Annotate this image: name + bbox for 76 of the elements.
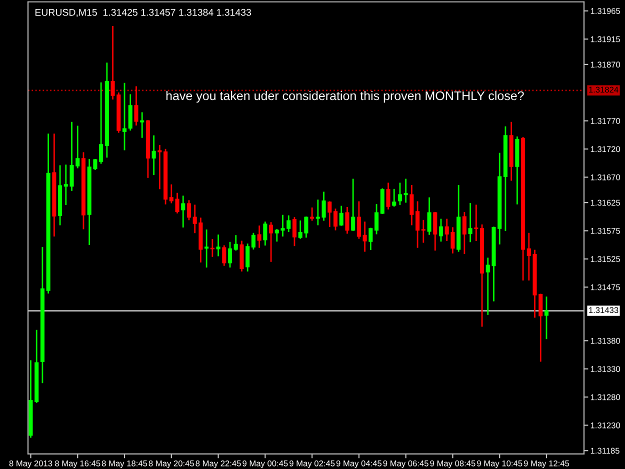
candlestick [204, 229, 209, 268]
candlestick [234, 235, 238, 251]
y-tick-label: 1.31230 [590, 422, 620, 428]
y-tick-label: 1.31280 [590, 394, 620, 400]
candlestick [362, 222, 367, 252]
candlestick [374, 204, 379, 234]
candlestick [544, 296, 549, 340]
candlestick [474, 204, 478, 242]
y-tick-label: 1.31475 [590, 284, 620, 290]
text: EURUSD,M15 1.31425 1.31457 1.31384 1.31433 [35, 8, 251, 17]
candlestick [462, 212, 466, 254]
candlestick [152, 135, 156, 176]
candlestick [269, 222, 274, 262]
candlestick [416, 201, 420, 248]
candlestick [99, 82, 104, 164]
candlestick [292, 217, 297, 246]
y-tick-label: 1.31575 [590, 228, 620, 234]
x-tick-label: 9 May 06:45 [383, 460, 428, 468]
candlestick [468, 203, 472, 242]
y-tick-label: 1.31720 [590, 146, 620, 152]
x-tick-label: 9 May 04:45 [336, 460, 382, 468]
x-tick-label: 8 May 2013 [9, 460, 52, 468]
candlestick [433, 212, 438, 251]
candlestick [251, 232, 256, 250]
candlestick [368, 228, 373, 250]
candlestick [246, 244, 250, 272]
candlestick [228, 242, 232, 268]
candlestick [222, 245, 226, 266]
x-tick-label: 8 May 22:45 [196, 460, 241, 468]
candlestick [240, 240, 244, 272]
candlestick [404, 178, 408, 203]
candlestick [398, 182, 402, 205]
candlestick [438, 218, 444, 242]
x-tick-label: 9 May 10:45 [477, 460, 522, 468]
y-tick-label: 1.31625 [590, 200, 620, 206]
candlestick [140, 112, 144, 138]
candlestick [339, 206, 344, 226]
candlestick [134, 86, 138, 126]
candlestick [356, 201, 361, 239]
x-tick-label: 8 May 16:45 [55, 460, 100, 468]
candlestick [310, 208, 314, 221]
y-tick-label: 1.31670 [590, 174, 620, 180]
candlestick [380, 188, 384, 214]
candlestick [392, 188, 396, 207]
candlestick [351, 178, 356, 231]
ref-line-label: 1.31433 [589, 307, 618, 314]
y-tick-label: 1.31770 [590, 118, 620, 124]
candlestick [186, 200, 192, 220]
candlestick [128, 94, 132, 131]
x-tick-label: 8 May 20:45 [148, 460, 194, 468]
candlestick [345, 206, 350, 234]
y-tick-label: 1.31525 [590, 256, 620, 262]
y-tick-label: 1.31870 [590, 62, 620, 68]
x-tick-label: 9 May 08:45 [430, 460, 476, 468]
candlestick [122, 82, 127, 150]
y-tick-label: 1.31380 [590, 338, 620, 344]
y-tick-label: 1.31185 [590, 448, 620, 454]
candlestick [386, 182, 390, 210]
ref-line-label: 1.31824 [589, 86, 618, 93]
x-tick-label: 9 May 12:45 [524, 460, 570, 468]
candlestick [181, 196, 186, 228]
candlestick [216, 234, 220, 256]
candlestick [263, 222, 268, 246]
x-tick-label: 9 May 00:45 [242, 460, 288, 468]
y-tick-label: 1.31915 [590, 36, 620, 42]
y-tick-label: 1.31330 [590, 366, 620, 372]
candlestick [328, 201, 332, 227]
annotation: have you taken uder consideration this proven MONTHLY close? [166, 90, 524, 103]
candlestick [421, 220, 426, 243]
candlestick [410, 184, 414, 226]
x-tick-label: 8 May 18:45 [102, 460, 148, 468]
y-tick-label: 1.31965 [590, 8, 620, 14]
candlestick [427, 197, 432, 235]
candlestick [257, 226, 262, 248]
x-tick-label: 9 May 02:45 [290, 460, 335, 468]
candlestick [333, 208, 338, 230]
